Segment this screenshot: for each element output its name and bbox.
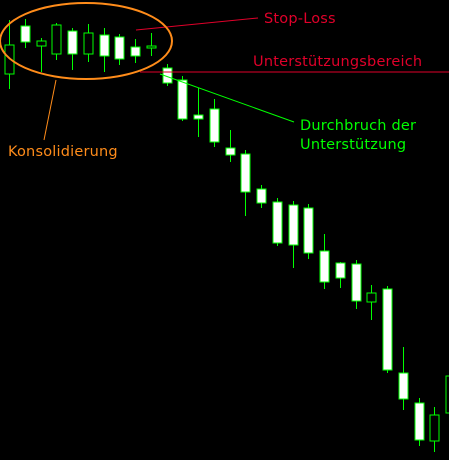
candle-body xyxy=(319,250,330,283)
breakout-label-line2: Unterstützung xyxy=(300,137,406,153)
candle xyxy=(272,198,283,246)
candle xyxy=(445,375,449,414)
candle xyxy=(209,99,220,147)
candle xyxy=(288,201,299,268)
candle-body xyxy=(114,36,125,60)
candle xyxy=(99,28,110,72)
candle-body xyxy=(382,288,393,371)
candle xyxy=(51,23,62,60)
consolidation-label: Konsolidierung xyxy=(8,144,118,160)
consolidation-pointer xyxy=(43,79,57,141)
breakout-pointer xyxy=(159,73,295,123)
candle-body xyxy=(429,414,440,442)
candles-group xyxy=(4,19,449,452)
candle-body xyxy=(177,79,188,120)
candle xyxy=(83,24,94,62)
stop-loss-label: Stop-Loss xyxy=(264,11,336,27)
candle-body xyxy=(36,40,47,47)
candle-body xyxy=(351,263,362,302)
candle xyxy=(240,150,251,216)
breakout-label-line1: Durchbruch der xyxy=(300,118,416,134)
candle xyxy=(414,398,425,446)
candle xyxy=(20,19,31,48)
candle-body xyxy=(303,207,314,254)
candle-body xyxy=(146,45,157,49)
candle-body xyxy=(20,25,31,43)
candle xyxy=(366,285,377,320)
candle-body xyxy=(240,153,251,193)
candle-body xyxy=(67,30,78,55)
candle xyxy=(256,185,267,208)
candle-body xyxy=(398,372,409,400)
candle xyxy=(303,204,314,259)
candle-body xyxy=(272,201,283,244)
candle-body xyxy=(445,375,449,414)
candle xyxy=(225,130,236,162)
candle-body xyxy=(366,292,377,303)
candle xyxy=(67,28,78,70)
candle-body xyxy=(256,188,267,204)
candle-body xyxy=(193,114,204,120)
candle xyxy=(193,88,204,137)
candle xyxy=(429,407,440,452)
candle-body xyxy=(335,262,346,279)
candle xyxy=(398,347,409,410)
candle-body xyxy=(51,24,62,55)
candle-body xyxy=(83,32,94,55)
candle-body xyxy=(130,46,141,57)
candle xyxy=(130,39,141,63)
candle-body xyxy=(209,108,220,143)
candle xyxy=(36,38,47,72)
candle xyxy=(319,234,330,289)
candle-body xyxy=(225,147,236,156)
candle-body xyxy=(414,402,425,441)
stop-loss-pointer xyxy=(135,17,259,31)
candle xyxy=(114,34,125,65)
candle xyxy=(351,260,362,309)
annotation-overlays xyxy=(0,2,449,141)
candle-body xyxy=(288,204,299,246)
candle xyxy=(146,33,157,56)
support-zone-label: Unterstützungsbereich xyxy=(253,54,422,70)
consolidation-ellipse xyxy=(0,2,173,80)
candle xyxy=(177,76,188,121)
candle xyxy=(335,262,346,288)
candle xyxy=(382,286,393,373)
candle-body xyxy=(99,34,110,57)
